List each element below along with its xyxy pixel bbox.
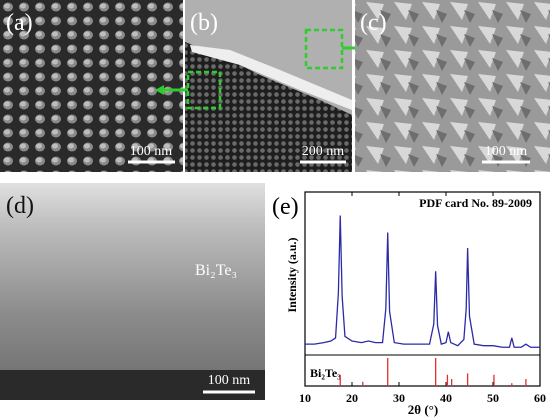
sem-image-c <box>355 0 550 172</box>
edge <box>190 45 352 110</box>
x-tick-label: 20 <box>346 391 358 405</box>
zoom-box <box>186 70 222 110</box>
panel-label: (b) <box>190 10 218 36</box>
panel-label: (d) <box>6 193 34 219</box>
x-tick-label: 40 <box>440 391 452 405</box>
x-tick-label: 30 <box>393 391 405 405</box>
x-tick-label: 60 <box>534 391 546 405</box>
x-tick-label: 10 <box>299 391 311 405</box>
scale-bar-label: 100 nm <box>130 144 173 159</box>
scale-bar-label: 100 nm <box>208 373 251 388</box>
reference-label: Bi₂Te₃ <box>310 366 341 380</box>
sem-image-d <box>0 183 265 400</box>
scale-bar-label: 200 nm <box>302 144 345 159</box>
chart-title: PDF card No. 89-2009 <box>419 196 532 210</box>
arrow-head <box>155 85 164 95</box>
panel-label: (a) <box>6 10 33 36</box>
y-axis-label: Intensity (a.u.) <box>285 237 299 312</box>
x-axis-label: 2θ (°) <box>408 402 438 417</box>
plot-frame <box>304 191 541 387</box>
scale-bar-label: 100 nm <box>485 144 528 159</box>
x-tick-label: 50 <box>487 391 499 405</box>
panel-label: (e) <box>272 194 299 220</box>
sem-image-a <box>0 0 183 172</box>
annotation: Bi₂Te₃ <box>195 262 237 279</box>
substrate <box>0 370 265 400</box>
zoom-box <box>304 28 344 70</box>
xrd-line <box>305 215 540 348</box>
panel-label: (c) <box>360 10 387 36</box>
